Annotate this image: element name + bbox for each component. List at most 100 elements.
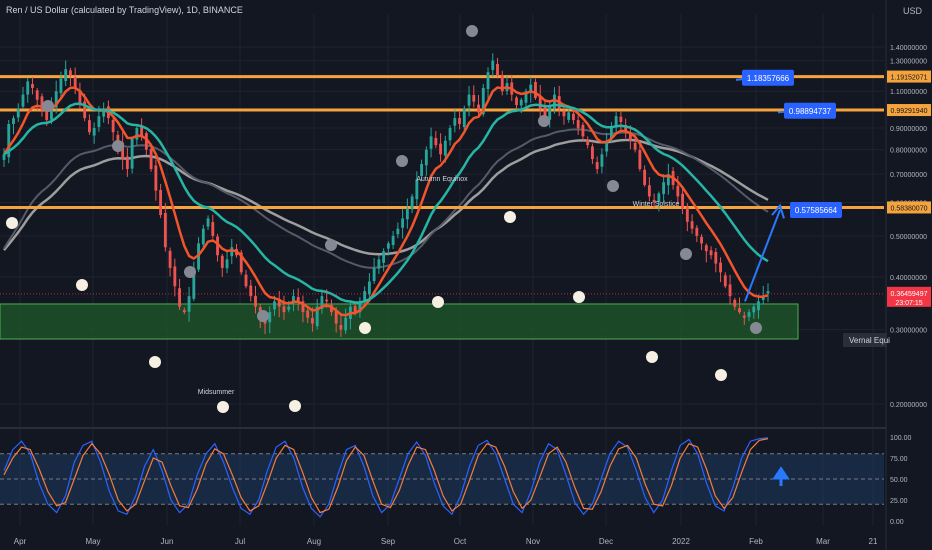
- x-tick-label: Feb: [749, 537, 763, 546]
- y-tick-label: 0.50000000: [890, 234, 927, 241]
- candle-body: [358, 301, 362, 313]
- candle-body: [254, 295, 257, 307]
- candle-body: [325, 299, 329, 302]
- y-tick-label: 1.40000000: [890, 45, 927, 52]
- candle-body: [491, 60, 495, 70]
- candle-body: [125, 156, 129, 169]
- grid-lines: [0, 14, 886, 526]
- candle-body: [144, 133, 148, 150]
- candle-body: [719, 262, 722, 273]
- x-tick-label: 21: [869, 537, 878, 546]
- midsummer-label: Midsummer: [198, 389, 235, 396]
- full-moon-icon: [573, 291, 585, 303]
- candle-body: [415, 179, 419, 200]
- candle-body: [168, 250, 172, 268]
- candle-body: [742, 315, 746, 318]
- level-tag: [887, 201, 931, 214]
- candle-body: [391, 235, 395, 246]
- candle-body: [761, 296, 765, 300]
- x-tick-label: Jun: [161, 537, 174, 546]
- candle-body: [377, 259, 381, 269]
- candle-body: [292, 296, 295, 304]
- candle-body: [424, 149, 428, 166]
- y-tick-label: 0.90000000: [890, 126, 927, 133]
- new-moon-icon: [466, 25, 478, 37]
- candle-body: [738, 308, 741, 313]
- new-moon-icon: [42, 100, 54, 112]
- candle-body: [40, 96, 44, 111]
- candle-body: [500, 75, 504, 92]
- autumn-equinox-label: Autumn Equinox: [416, 176, 468, 183]
- candle-body: [154, 165, 158, 191]
- candle-body: [628, 134, 632, 141]
- candle-body: [102, 108, 106, 117]
- candle-body: [543, 106, 547, 117]
- candle-body: [576, 120, 580, 129]
- candle-body: [609, 128, 613, 139]
- candle-body: [467, 94, 471, 106]
- x-tick-label: Aug: [307, 537, 321, 546]
- y-tick-label: 1.10000000: [890, 89, 927, 96]
- time-axis[interactable]: Apr May Jun Jul Aug Sep Oct Nov Dec 2022 Feb Mar 21: [14, 537, 878, 546]
- arrow-head: [771, 203, 785, 219]
- candle-body: [211, 222, 215, 236]
- candle-body: [92, 128, 96, 136]
- candle-body: [239, 252, 243, 273]
- candle-body: [538, 95, 542, 109]
- candle-body: [572, 113, 575, 121]
- candle-body: [643, 169, 647, 185]
- candle-body: [434, 138, 438, 146]
- new-moon-icon: [184, 266, 196, 278]
- candlesticks: [2, 53, 770, 338]
- candle-body: [453, 118, 457, 126]
- current-price-countdown: 23:07:15: [895, 300, 922, 307]
- candle-body: [87, 120, 91, 133]
- candle-body: [439, 143, 442, 155]
- osc-tick-label: 100.00: [890, 435, 912, 442]
- y-tick-label: 0.80000000: [890, 148, 927, 155]
- candle-body: [273, 301, 276, 310]
- current-price-tag: [887, 286, 931, 307]
- candle-body: [595, 162, 599, 169]
- x-tick-label: Dec: [599, 537, 613, 546]
- y-tick-label: 0.40000000: [890, 275, 927, 282]
- horizontal-levels: [0, 75, 884, 209]
- stoch-d-line: [3, 438, 769, 514]
- candle-body: [301, 301, 305, 313]
- candle-body: [676, 185, 680, 197]
- up-arrow-icon: [772, 466, 790, 486]
- candle-body: [766, 291, 770, 294]
- candle-body: [353, 306, 357, 313]
- full-moon-icon: [359, 322, 371, 334]
- callout-text: 0.57585664: [795, 206, 838, 215]
- y-tick-label: 1.30000000: [890, 59, 927, 66]
- candle-body: [178, 288, 182, 307]
- candle-body: [220, 255, 224, 268]
- candle-body: [752, 306, 756, 313]
- candle-body: [73, 77, 77, 88]
- candle-body: [78, 89, 82, 104]
- level-tag: [887, 104, 931, 117]
- candle-body: [410, 196, 414, 210]
- candle-body: [590, 146, 594, 160]
- candle-body: [26, 81, 30, 95]
- moving-average-red: [2, 85, 769, 317]
- candle-body: [700, 236, 703, 244]
- candle-body: [282, 306, 286, 313]
- chart-title: Ren / US Dollar (calculated by TradingVi…: [6, 5, 243, 15]
- candle-body: [111, 119, 115, 133]
- candle-body: [723, 275, 727, 287]
- candle-body: [477, 104, 480, 113]
- price-callouts[interactable]: 1.18357666 0.98894737 0.57585664: [742, 69, 842, 218]
- osc-tick-label: 50.00: [890, 477, 908, 484]
- candle-body: [230, 247, 234, 257]
- full-moon-icon: [504, 211, 516, 223]
- new-moon-icon: [396, 155, 408, 167]
- candle-body: [35, 90, 39, 100]
- osc-tick-label: 25.00: [890, 498, 908, 505]
- candle-body: [149, 149, 153, 169]
- candle-body: [320, 296, 324, 309]
- candle-body: [405, 208, 409, 220]
